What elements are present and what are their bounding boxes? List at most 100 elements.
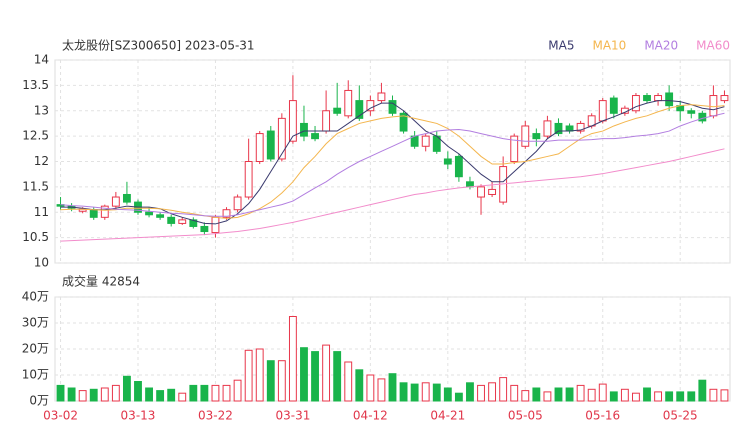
candle-body	[554, 122, 563, 135]
candle-body	[720, 95, 729, 102]
volume-bar	[499, 377, 508, 402]
candle-body	[399, 112, 408, 132]
candle-body	[643, 95, 651, 102]
volume-bar	[532, 387, 541, 402]
volume-bar	[78, 390, 87, 402]
candle-body	[543, 120, 552, 137]
volume-bar	[698, 379, 707, 402]
candle-body	[211, 216, 220, 234]
volume-bar	[134, 381, 142, 402]
y-tick-label: 40万	[22, 290, 49, 304]
volume-bar	[156, 390, 165, 402]
volume-bar	[100, 387, 109, 402]
legend-label: MA5	[548, 39, 574, 53]
y-tick-label: 30万	[22, 316, 49, 330]
candle-body	[687, 110, 696, 114]
candle-body	[521, 125, 530, 147]
candle-body	[244, 161, 253, 198]
volume-bar	[554, 387, 563, 402]
candle-body	[122, 193, 131, 203]
volume-bar	[632, 392, 640, 402]
candle-body	[167, 216, 176, 224]
volume-bar	[709, 388, 718, 402]
candle-body	[145, 211, 153, 216]
volume-bar	[410, 383, 419, 402]
x-tick-label: 05-16	[585, 409, 620, 423]
candle-body	[255, 133, 264, 162]
candle-body	[698, 112, 707, 122]
volume-bar	[388, 373, 397, 402]
volume-bar	[543, 391, 552, 402]
volume-bar	[89, 388, 98, 402]
volume-bar	[167, 388, 176, 402]
candle-body	[200, 225, 209, 233]
candle-body	[366, 100, 375, 112]
volume-bar	[366, 374, 375, 402]
candle-body	[377, 92, 386, 102]
candle-body	[266, 130, 275, 160]
candle-body	[632, 95, 640, 112]
volume-bar	[222, 384, 231, 402]
candle-body	[532, 133, 541, 140]
volume-bar	[200, 384, 209, 402]
candle-body	[156, 214, 165, 218]
volume-bar	[211, 384, 220, 402]
candle-body	[333, 107, 342, 114]
candle-body	[111, 196, 120, 207]
candle-body	[598, 100, 607, 122]
volume-bar	[454, 392, 463, 402]
candle-body	[576, 122, 585, 132]
x-tick-label: 05-05	[508, 409, 543, 423]
chart-title: 太龙股份[SZ300650] 2023-05-31	[62, 38, 255, 53]
volume-bar	[587, 388, 596, 402]
candle-body	[466, 181, 474, 188]
ma-line	[60, 148, 725, 242]
candle-body	[222, 209, 231, 218]
volume-bar	[643, 387, 651, 402]
x-tick-label: 05-25	[663, 409, 698, 423]
volume-bar	[521, 390, 530, 402]
volume-bar	[288, 316, 297, 402]
volume-bar	[67, 387, 76, 402]
candle-body	[89, 209, 98, 218]
y-tick-label: 0万	[29, 394, 49, 408]
ma-line	[60, 100, 725, 225]
volume-bar	[233, 379, 242, 402]
volume-bar	[421, 382, 430, 402]
candle-body	[233, 196, 242, 211]
candle-body	[477, 186, 485, 198]
x-tick-label: 03-02	[43, 409, 78, 423]
candle-body	[565, 125, 574, 132]
volume-bar	[333, 351, 342, 402]
volume-bar	[665, 391, 674, 402]
candle-body	[311, 133, 319, 140]
x-tick-label: 04-12	[353, 409, 388, 423]
volume-bar	[111, 384, 120, 402]
candle-body	[300, 122, 308, 137]
volume-bar	[676, 391, 685, 402]
volume-bar	[687, 391, 696, 402]
volume-bar	[399, 382, 408, 402]
volume-bar	[654, 391, 663, 402]
y-tick-label: 14	[34, 53, 49, 67]
volume-bar	[178, 392, 187, 402]
volume-bar	[145, 387, 153, 402]
candle-body	[709, 95, 718, 117]
y-tick-label: 12.5	[22, 129, 49, 143]
candle-body	[277, 117, 286, 160]
y-tick-label: 10.5	[22, 230, 49, 244]
volume-bar	[609, 391, 618, 402]
volume-bar	[466, 382, 474, 402]
candle-body	[100, 205, 109, 218]
volume-bar	[510, 384, 519, 402]
y-tick-label: 20万	[22, 342, 49, 356]
volume-title: 成交量 42854	[62, 274, 140, 289]
volume-bar	[322, 344, 331, 402]
x-tick-label: 03-22	[198, 409, 233, 423]
x-tick-label: 03-31	[275, 409, 310, 423]
candle-body	[510, 135, 519, 162]
candle-body	[654, 95, 663, 102]
candle-body	[443, 158, 452, 165]
candle-body	[322, 110, 331, 132]
